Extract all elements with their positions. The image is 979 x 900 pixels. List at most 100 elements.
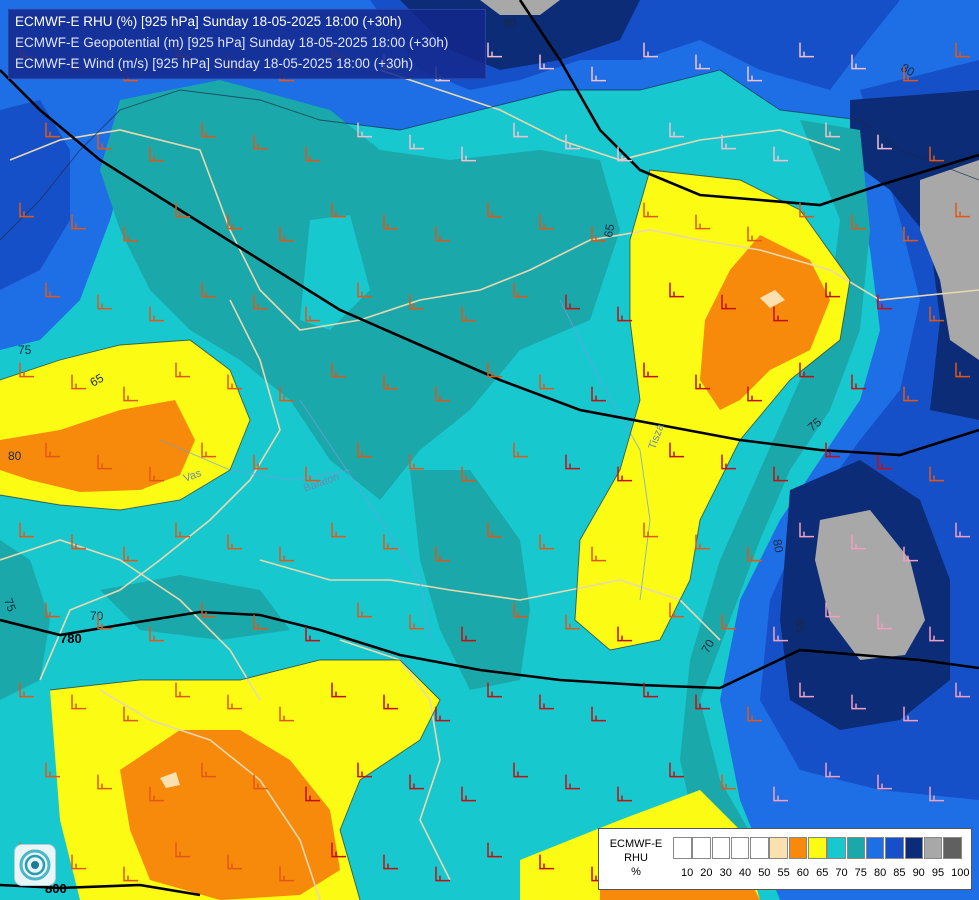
legend-tick-label: 95 [931,867,945,879]
wind-barb [97,454,112,470]
wind-barb [955,362,970,378]
wind-barb [383,374,398,390]
rhu-75-region-east-band [680,120,870,850]
wind-barb [97,134,112,150]
wind-barb [825,442,840,458]
rhu-60-region-east [700,235,830,410]
wind-barb [97,774,112,790]
wind-barb [279,706,294,722]
wind-barb [305,306,320,322]
wind-barb [435,226,450,242]
legend-swatch [943,837,962,859]
legend-ticks: 10 20 30 40 50 55 60 65 70 75 80 85 90 95 100 [681,867,970,881]
wind-barb [877,614,892,630]
wind-barb [565,454,580,470]
wind-barb [227,534,242,550]
title-rhu: ECMWF-E RHU (%) [925 hPa] Sunday 18-05-2… [15,14,402,29]
wind-barb [253,134,268,150]
wind-barb [617,786,632,802]
wind-barb [565,614,580,630]
wind-barb [591,706,606,722]
wind-barb [591,546,606,562]
wind-barb [643,202,658,218]
wind-barb [747,226,762,242]
wind-barb [825,122,840,138]
wind-barb [955,42,970,58]
wind-barb [45,442,60,458]
wind-barb [71,854,86,870]
wind-barb [123,386,138,402]
wind-barb [903,226,918,242]
wind-barb [513,602,528,618]
place-label-vas: Vas [182,467,204,485]
legend-swatch [923,837,943,859]
wind-barb [383,534,398,550]
wind-barb [487,842,502,858]
wind-barb [331,522,346,538]
wind-barb [513,442,528,458]
legend-tick-label: 20 [700,867,713,879]
wind-barb [591,66,606,82]
wind-barb [305,626,320,642]
legend-tick-label: 70 [835,867,848,879]
wind-barb [71,694,86,710]
rhu-95-region-north [480,0,560,15]
wind-barb [123,546,138,562]
wind-barb [903,706,918,722]
wind-barb [669,282,684,298]
legend-tick-label: 30 [719,867,732,879]
wind-barb [435,386,450,402]
wind-barb [695,694,710,710]
wind-barb [929,146,944,162]
contour-label-80-left: 80 [8,449,22,463]
wind-barb [19,362,34,378]
wind-barb-layer [19,42,970,882]
wind-barb [539,214,554,230]
wind-barb [331,202,346,218]
wind-barb [45,762,60,778]
wind-barb [123,226,138,242]
contour-label-65-left: 65 [88,371,107,390]
contour-label-80-east: 80 [770,538,786,554]
contour-label-80-top: 80 [503,16,517,30]
contour-label-75-left: 75 [18,343,32,357]
rhu-95-region-east [920,160,979,360]
rivers [159,299,651,641]
wind-barb [903,66,918,82]
rhu-60-region-west [0,400,195,492]
legend-tick-label: 85 [893,867,906,879]
wind-barb [955,522,970,538]
wind-barb [123,866,138,882]
wind-barb [903,386,918,402]
wind-barb [643,362,658,378]
contour-label-80-right: 80 [899,60,918,79]
legend-swatch [904,837,924,859]
wind-barb [383,694,398,710]
contour-label-85-east: 85 [792,618,808,634]
wind-barb [539,694,554,710]
wind-barb [773,306,788,322]
wind-barb [279,386,294,402]
wind-barb [19,202,34,218]
wind-barb [877,294,892,310]
rhu-55-spot-southwest [160,772,180,788]
legend-tick-label: 75 [854,867,867,879]
wind-barb [435,706,450,722]
legend-tick-label: 65 [816,867,829,879]
wind-barb [227,214,242,230]
title-box: ECMWF-E RHU (%) [925 hPa] Sunday 18-05-2… [8,9,486,79]
wind-barb [279,226,294,242]
wind-barb [643,682,658,698]
wind-barb [409,614,424,630]
wind-barb [279,546,294,562]
wind-barb [175,522,190,538]
wind-barb [45,602,60,618]
legend-title: ECMWF-E RHU % [603,837,669,879]
wind-barb [591,386,606,402]
wind-barb [929,626,944,642]
wind-barb [747,66,762,82]
legend-tick-label: 60 [796,867,810,879]
legend-swatch [865,837,885,859]
wind-barb [591,226,606,242]
